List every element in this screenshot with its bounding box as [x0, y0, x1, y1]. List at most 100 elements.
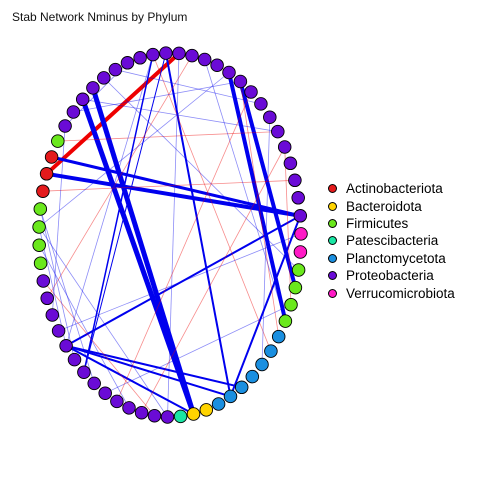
legend-swatch: [328, 288, 337, 298]
network-node: [245, 369, 260, 384]
network-edge: [51, 155, 301, 218]
legend-item: Planctomycetota: [328, 250, 455, 267]
network-edge: [73, 81, 241, 113]
network-node: [36, 274, 51, 288]
network-node: [277, 140, 292, 154]
network-node: [294, 227, 308, 241]
legend-label: Actinobacteriota: [346, 181, 443, 197]
network-node: [45, 308, 60, 322]
network-node: [293, 209, 308, 223]
network-edge: [204, 59, 286, 322]
legend-label: Verrucomicrobiota: [346, 285, 455, 301]
network-node: [39, 167, 54, 181]
network-node: [185, 48, 199, 63]
network-node: [199, 403, 214, 417]
network-node: [33, 256, 48, 270]
network-node: [108, 62, 123, 77]
network-node: [122, 401, 136, 415]
legend-item: Actinobacteriota: [328, 180, 455, 197]
network-node: [133, 51, 147, 65]
network-node: [284, 297, 298, 312]
legend-item: Verrucomicrobiota: [328, 284, 455, 301]
network-node: [186, 407, 201, 421]
network-node: [160, 410, 175, 424]
network-node: [234, 380, 249, 395]
network-node: [283, 156, 298, 171]
network-edge: [65, 214, 301, 347]
network-edge: [42, 280, 155, 416]
network-node: [75, 92, 90, 107]
network-node: [293, 245, 308, 259]
network-node: [134, 405, 149, 420]
legend: Actinobacteriota Bacteroidota Firmicutes Pa…: [328, 180, 455, 302]
network-node: [36, 184, 50, 198]
plot-title: Stab Network Nminus by Phylum: [12, 10, 188, 24]
legend-item: Firmicutes: [328, 215, 455, 232]
network-node: [146, 47, 160, 62]
network-edge: [65, 54, 154, 346]
network-edge: [38, 72, 230, 228]
network-node: [66, 105, 81, 119]
network-edge: [105, 304, 292, 394]
network-node: [58, 119, 72, 133]
network-edge: [116, 91, 252, 402]
network-node: [51, 324, 66, 338]
network-node: [51, 134, 65, 148]
network-node: [172, 46, 186, 61]
network-edge: [51, 125, 66, 316]
network-edge: [65, 344, 231, 398]
legend-swatch: [328, 236, 337, 246]
network-node: [254, 97, 268, 111]
network-node: [98, 386, 112, 400]
network-edge: [57, 131, 278, 142]
legend-swatch: [328, 253, 337, 263]
legend-swatch: [328, 218, 337, 228]
network-node: [271, 124, 285, 139]
network-edge: [261, 117, 271, 365]
network-edge: [58, 233, 302, 332]
network-edge: [141, 146, 286, 413]
network-edge: [39, 208, 95, 384]
network-node: [222, 65, 236, 80]
network-edge: [65, 344, 242, 389]
network-edge: [164, 52, 232, 397]
legend-label: Patescibacteria: [346, 233, 439, 249]
network-node: [288, 173, 302, 188]
legend-swatch: [328, 271, 337, 281]
network-node: [271, 329, 286, 344]
legend-item: Proteobacteria: [328, 267, 455, 284]
network-edge: [115, 69, 261, 105]
network-edge: [167, 53, 180, 418]
network-node: [97, 71, 111, 85]
network-edge: [80, 98, 196, 415]
network-node: [120, 56, 135, 70]
network-edge: [240, 81, 280, 337]
network-node: [40, 291, 54, 306]
network-node: [44, 150, 59, 164]
network-node: [86, 81, 100, 95]
network-edge: [45, 51, 181, 176]
edge-layer: [38, 51, 302, 418]
network-node: [59, 339, 73, 353]
network-node: [244, 85, 258, 99]
network-edge: [83, 52, 167, 373]
network-node: [87, 376, 101, 391]
legend-label: Planctomycetota: [346, 250, 446, 266]
network-node: [255, 357, 269, 372]
network-edge: [227, 72, 288, 322]
network-edge: [38, 245, 130, 409]
network-node: [291, 191, 305, 205]
legend-swatch: [328, 184, 337, 194]
network-edge: [39, 208, 75, 360]
network-node: [264, 344, 278, 358]
network-edge: [46, 55, 193, 299]
network-node: [173, 409, 188, 424]
network-edge: [46, 171, 301, 218]
network-edge: [82, 98, 278, 132]
network-node: [197, 52, 212, 67]
legend-item: Patescibacteria: [328, 232, 455, 249]
network-edge: [38, 226, 168, 418]
network-node: [291, 263, 306, 277]
network-node: [32, 238, 46, 252]
